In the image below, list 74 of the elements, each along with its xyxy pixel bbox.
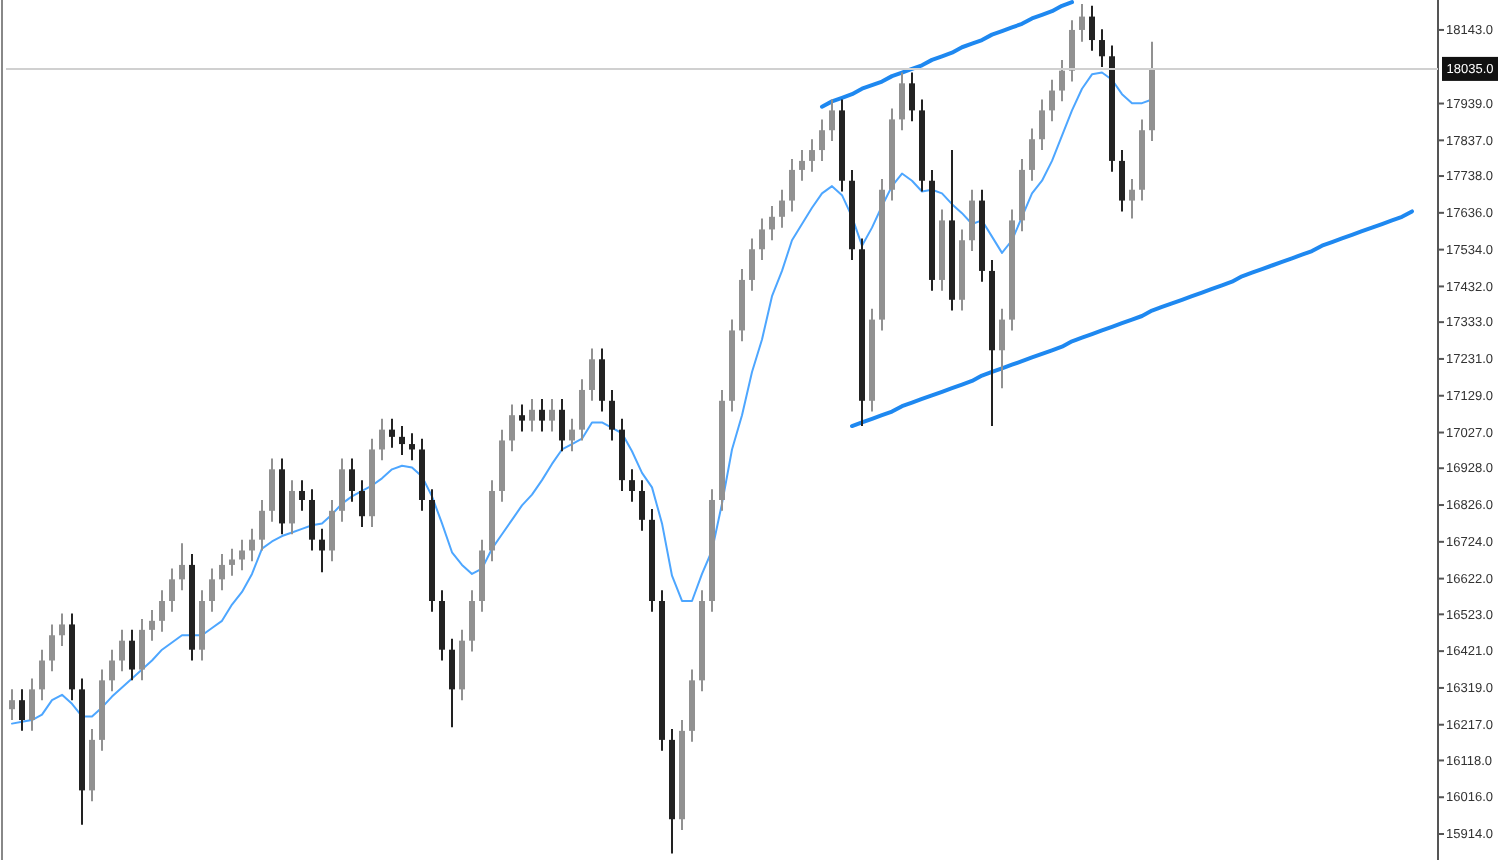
candlestick	[389, 417, 395, 449]
candlestick	[639, 479, 645, 532]
candlestick	[589, 347, 595, 402]
candlestick	[819, 118, 825, 162]
candlestick	[1029, 127, 1035, 182]
candlestick	[539, 397, 545, 433]
candlestick	[319, 527, 325, 574]
candlestick	[339, 457, 345, 523]
candlestick	[829, 98, 835, 143]
candlestick	[1099, 28, 1105, 69]
candlestick	[779, 188, 785, 229]
candlestick	[119, 628, 125, 673]
candlestick	[769, 204, 775, 242]
candlestick	[209, 567, 215, 613]
candlestick	[599, 347, 605, 413]
candlestick	[1049, 78, 1055, 123]
candlestick	[509, 403, 515, 453]
candlestick	[329, 498, 335, 563]
candlestick	[219, 553, 225, 592]
candlestick	[239, 538, 245, 572]
candlestick	[269, 457, 275, 523]
candlestick	[259, 498, 265, 552]
candlestick	[49, 623, 55, 673]
candlestick	[379, 417, 385, 462]
line-series	[850, 209, 1414, 429]
candlestick	[249, 527, 255, 563]
candlestick	[149, 609, 155, 642]
candlestick	[159, 589, 165, 633]
candlestick	[39, 648, 45, 702]
candlestick	[299, 479, 305, 512]
candlestick	[1079, 2, 1085, 43]
candlestick	[359, 479, 365, 529]
candlestick	[1069, 19, 1075, 83]
candlestick	[169, 567, 175, 613]
candlestick	[969, 188, 975, 253]
candlestick	[349, 457, 355, 503]
candlestick	[559, 397, 565, 453]
candlestick	[1059, 58, 1065, 103]
candlestick	[1129, 177, 1135, 220]
candlestick	[1039, 98, 1045, 152]
candlestick	[789, 158, 795, 213]
candlestick	[759, 217, 765, 262]
candlestick	[469, 589, 475, 653]
candlestick	[59, 612, 65, 648]
candlestick	[909, 71, 915, 123]
candlestick	[809, 138, 815, 173]
candlestick	[399, 425, 405, 456]
candlestick	[29, 677, 35, 732]
candlestick	[569, 417, 575, 453]
candlestick	[309, 488, 315, 552]
candlestick	[629, 468, 635, 503]
candlestick	[109, 648, 115, 693]
candlestick	[799, 149, 805, 182]
candlestick	[1119, 149, 1125, 213]
candlestick	[1089, 4, 1095, 52]
candlestick	[129, 628, 135, 682]
candlestick	[519, 403, 525, 433]
candlestick	[749, 237, 755, 292]
candlestick	[289, 479, 295, 536]
line-series	[11, 71, 1153, 725]
candlestick	[9, 688, 15, 722]
candlestick	[529, 397, 535, 433]
line-series	[820, 0, 1074, 109]
candlestick	[229, 547, 235, 577]
candlestick	[549, 397, 555, 433]
candlestick	[609, 388, 615, 442]
candlestick	[579, 378, 585, 442]
candlestick	[139, 618, 145, 682]
candlestick	[999, 307, 1005, 390]
candlestick	[899, 71, 905, 132]
candlestick	[409, 432, 415, 462]
candlestick	[449, 637, 455, 729]
candlestick	[19, 688, 25, 732]
candlestick	[179, 542, 185, 592]
